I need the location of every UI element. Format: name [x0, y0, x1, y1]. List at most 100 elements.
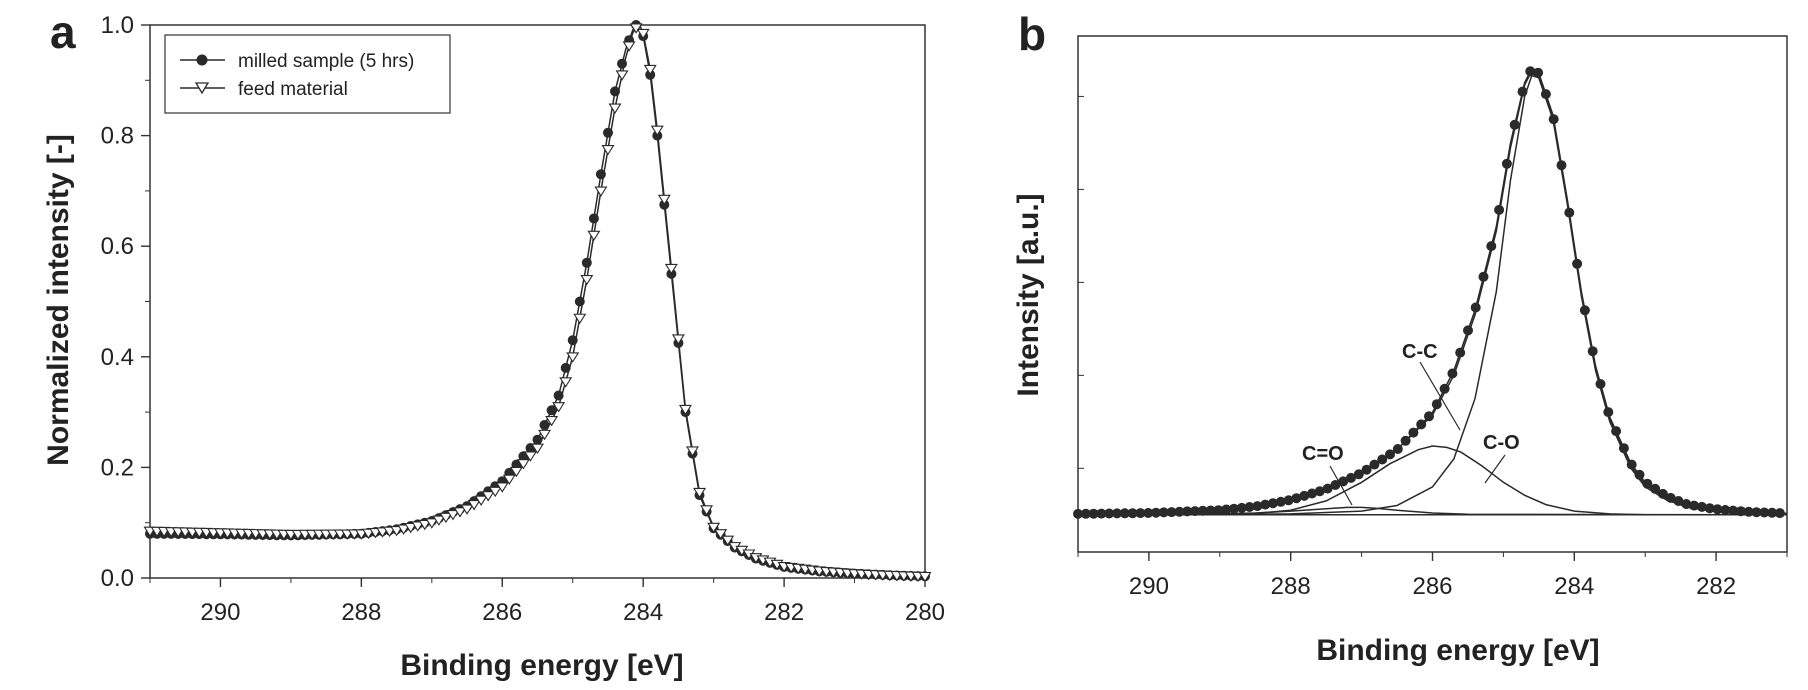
data-point	[1735, 506, 1746, 517]
y-tick-label: 1.0	[101, 12, 134, 39]
data-point	[453, 507, 467, 518]
y-tick-label: 0.4	[101, 344, 134, 371]
panel-b-letter: b	[1018, 8, 1046, 60]
legend-label-feed: feed material	[238, 79, 348, 100]
data-point	[516, 459, 530, 470]
data-point	[1525, 66, 1536, 77]
data-point	[629, 23, 643, 34]
data-point	[1509, 119, 1520, 130]
data-point	[707, 522, 721, 534]
panel-b-x-axis: 290 288 286 284 282	[1077, 552, 1788, 600]
annotation-c-eq-o-pointer	[1329, 465, 1353, 506]
series-line-2	[1077, 74, 1788, 516]
annotation-c-o-pointer	[1484, 454, 1506, 484]
data-point	[523, 451, 537, 462]
annotation-c-o: C-O	[1483, 432, 1520, 454]
legend-marker-milled	[196, 54, 208, 66]
panel-a-x-axis-title: Binding energy [eV]	[400, 649, 683, 682]
data-point	[404, 522, 418, 534]
data-point	[622, 41, 636, 52]
x-tick-label: 290	[1129, 573, 1169, 600]
annotation-c-eq-o: C=O	[1302, 443, 1344, 465]
data-point	[495, 482, 509, 493]
data-point	[467, 500, 481, 511]
data-point	[390, 526, 404, 537]
x-tick-label: 282	[1696, 573, 1736, 600]
panel-a-series	[143, 20, 932, 583]
data-point	[397, 524, 411, 535]
data-point	[594, 186, 608, 197]
data-point	[425, 518, 439, 529]
panel-b-series	[1073, 66, 1788, 519]
x-tick-label: 288	[341, 599, 381, 626]
panel-b-annotations: C-C C-O C=O	[1302, 341, 1520, 506]
data-point	[1494, 204, 1505, 215]
data-point	[1501, 158, 1512, 169]
data-point	[1416, 419, 1427, 430]
data-point	[650, 125, 664, 137]
data-point	[721, 535, 735, 547]
data-point	[580, 274, 594, 286]
x-tick-label: 280	[905, 599, 945, 626]
data-point	[686, 446, 699, 457]
x-tick-label: 288	[1271, 573, 1311, 600]
data-point	[418, 519, 432, 531]
data-point	[693, 487, 707, 499]
legend-box	[164, 34, 451, 114]
panel-a-letter: a	[50, 6, 76, 58]
data-point	[608, 103, 622, 114]
panel-a-x-axis: 290 288 286 284 282 280	[149, 578, 945, 626]
data-point	[460, 504, 474, 515]
series-line-0	[1077, 67, 1788, 515]
series-line-1	[1077, 69, 1788, 515]
data-point	[509, 466, 523, 478]
x-tick-label: 290	[200, 599, 240, 626]
panel-b: b 290 288 286 284 282 Binding energy [eV] In…	[1012, 8, 1788, 667]
data-point	[411, 521, 425, 532]
data-point	[1728, 505, 1739, 516]
data-point	[546, 405, 557, 416]
x-tick-label: 286	[1412, 573, 1452, 600]
data-point	[678, 404, 692, 416]
x-tick-label: 282	[764, 599, 804, 626]
data-point	[700, 505, 714, 516]
x-tick-label: 284	[1554, 573, 1594, 600]
data-point	[918, 571, 932, 583]
data-point	[573, 313, 587, 325]
panel-a-legend: milled sample (5 hrs) feed material	[164, 34, 451, 114]
panel-a-y-axis-title: Normalized intensity [-]	[42, 134, 75, 466]
y-tick-label: 0.2	[101, 454, 134, 481]
x-tick-label: 284	[623, 599, 663, 626]
data-point	[502, 474, 516, 486]
annotation-c-c-pointer	[1419, 361, 1461, 431]
y-tick-label: 0.6	[101, 233, 134, 260]
data-point	[538, 429, 552, 441]
data-point	[643, 64, 657, 76]
data-point	[552, 402, 566, 413]
annotation-c-c: C-C	[1402, 341, 1438, 363]
data-point	[439, 512, 453, 524]
series-line-3	[1077, 445, 1787, 516]
data-point	[539, 420, 550, 430]
data-point	[636, 28, 650, 40]
panel-a: a 290 288 286 284 282 280 0.00.20.40.60.81.0 …	[42, 6, 945, 682]
panel-b-x-axis-title: Binding energy [eV]	[1316, 634, 1599, 667]
data-point	[488, 486, 502, 498]
data-point	[587, 230, 601, 242]
data-point	[657, 194, 671, 206]
legend-label-milled: milled sample (5 hrs)	[238, 51, 414, 72]
data-point	[714, 529, 728, 540]
data-point	[1424, 411, 1434, 422]
data-point	[481, 491, 495, 502]
data-point	[446, 510, 460, 521]
data-point	[664, 263, 678, 275]
series-line-4	[1077, 506, 1788, 516]
data-point	[545, 415, 559, 427]
data-point	[1533, 67, 1544, 78]
y-tick-label: 0.0	[101, 565, 134, 592]
legend-marker-feed	[194, 82, 210, 95]
panel-b-y-axis-title: Intensity [a.u.]	[1012, 193, 1045, 396]
data-point	[671, 334, 685, 345]
data-point	[601, 145, 615, 156]
